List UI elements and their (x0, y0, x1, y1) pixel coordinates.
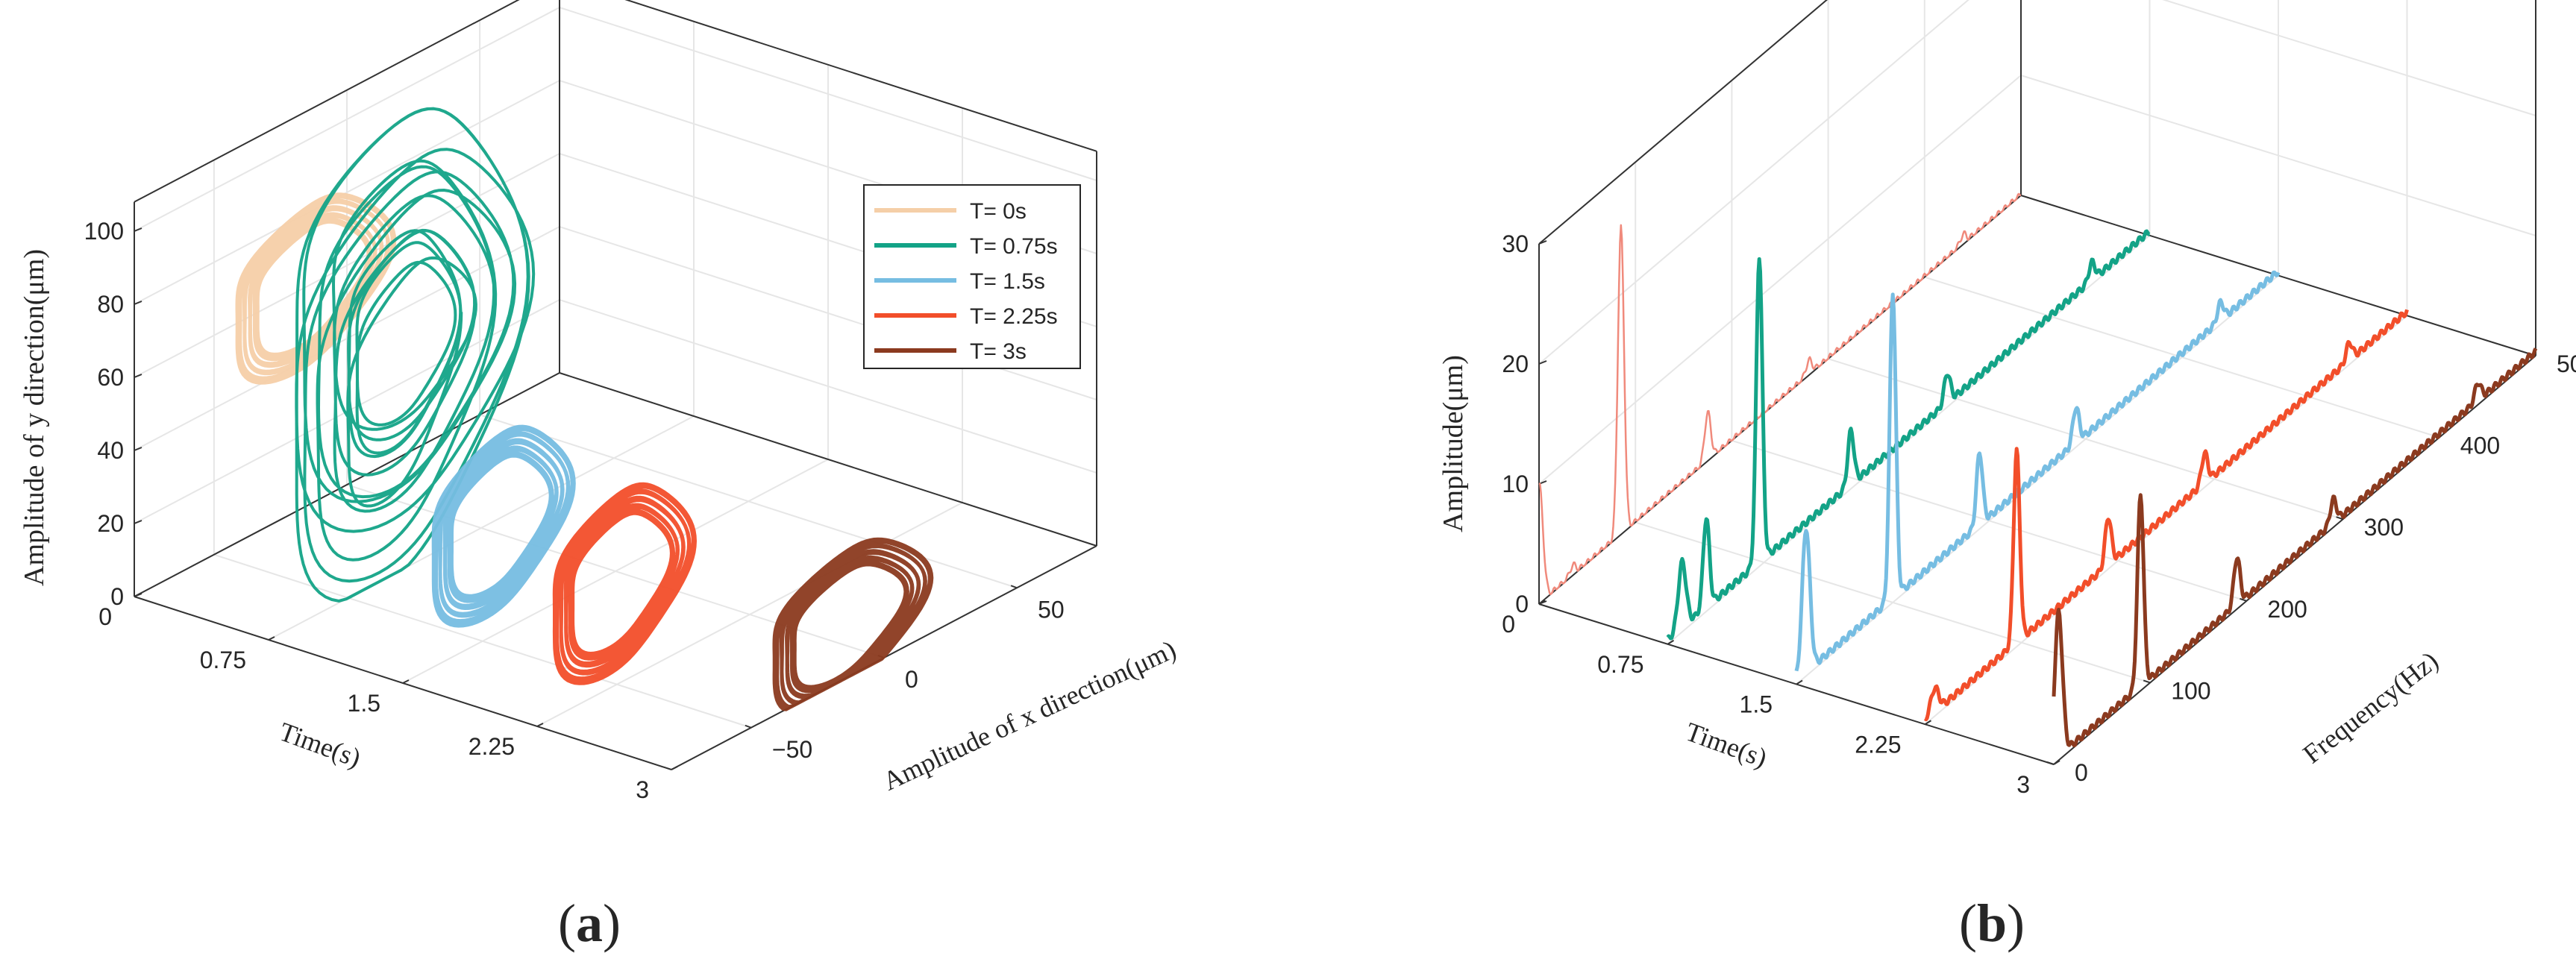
time-tick-label: 3 (2016, 771, 2030, 798)
time-tick-mark (402, 679, 410, 684)
orbit-series-line (772, 537, 934, 711)
time-tick-label: 1.5 (348, 690, 380, 717)
time-tick-label: 3 (636, 776, 649, 803)
legend-entry: T= 0s (970, 199, 1027, 224)
time-tick-mark (1924, 720, 1932, 726)
x-tick-label: 0 (905, 666, 918, 693)
z-tick-mark (134, 520, 142, 524)
time-tick-mark (671, 766, 678, 770)
legend-entry: T= 2.25s (970, 304, 1058, 329)
freq-tick-mark (2143, 679, 2151, 684)
orbit-series-line (431, 424, 576, 628)
z-tick-label: 0 (110, 583, 124, 610)
grid-line-freq (1923, 0, 2440, 438)
axes-box-edge (2053, 355, 2536, 765)
orbit-series-line (552, 482, 697, 685)
spectrum-series-line (1538, 192, 2022, 596)
time-tick-label: 0 (1502, 611, 1515, 638)
spectrum-series-line (1666, 229, 2151, 641)
z-tick-mark (1538, 360, 1547, 365)
z-tick-label: 60 (97, 364, 124, 391)
time-tick-mark (2053, 760, 2061, 765)
time-tick-label: 0 (98, 603, 112, 630)
axes-box-edge (1538, 0, 1828, 245)
z-axis-label: Amplitude(μm) (1438, 355, 1469, 532)
time-tick-mark (134, 593, 141, 597)
time-axis-label: Time(s) (275, 717, 365, 773)
time-axis-label: Time(s) (1682, 717, 1771, 773)
time-tick-label: 2.25 (468, 733, 515, 760)
panel-b-label: (b) (1959, 893, 2025, 953)
time-tick-mark (536, 723, 544, 727)
spectrum-series-line (1923, 309, 2409, 722)
legend-entry: T= 3s (970, 339, 1027, 364)
freq-tick-mark (2240, 597, 2247, 602)
time-tick-mark (1796, 679, 1803, 685)
time-tick-label: 0.75 (200, 647, 246, 673)
z-tick-label: 20 (97, 510, 124, 537)
panel-b-plot: 010203000.751.52.2530100200300400500Ampl… (1438, 0, 2576, 798)
orbit-series-line (295, 107, 536, 603)
freq-tick-label: 500 (2557, 350, 2576, 377)
legend-box (863, 184, 1081, 369)
axes-box-edge (559, 372, 1097, 547)
x-tick-mark (745, 724, 752, 729)
z-tick-label: 80 (97, 291, 124, 318)
orbit-series-line (235, 192, 397, 385)
z-tick-label: 30 (1502, 230, 1529, 257)
z-tick-label: 10 (1502, 471, 1529, 497)
z-tick-mark (134, 301, 142, 305)
legend-entry: T= 1.5s (970, 269, 1045, 294)
freq-tick-label: 100 (2171, 677, 2210, 704)
freq-tick-label: 400 (2460, 433, 2500, 459)
freq-tick-mark (2336, 516, 2343, 521)
axes-box-edge (624, 0, 1097, 152)
grid-line-z (134, 371, 1097, 597)
freq-tick-label: 200 (2267, 596, 2307, 623)
panel-a-label: (a) (558, 893, 621, 953)
x-tick-label: −50 (772, 736, 812, 763)
legend-entry: T= 0.75s (970, 234, 1058, 259)
z-tick-mark (134, 447, 142, 451)
axes-box-edge (134, 0, 520, 203)
spectrum-series-line (1794, 270, 2281, 672)
z-axis-label: Amplitude of y direction(μm) (19, 249, 50, 586)
time-tick-label: 0.75 (1597, 651, 1643, 678)
time-tick-mark (1667, 639, 1675, 645)
time-tick-mark (1538, 600, 1546, 605)
z-tick-label: 0 (1515, 591, 1529, 617)
freq-tick-mark (2046, 761, 2055, 765)
panel-a-plot: 0 20 40 60 80 100 0 0.75 1.5 2.25 3 −50 0 50 Amplitude… (19, 0, 1180, 803)
grid-line-z (1538, 74, 2536, 485)
time-tick-label: 1.5 (1740, 691, 1773, 718)
grid-line-time (2053, 0, 2536, 765)
time-tick-mark (268, 636, 275, 641)
legend: T= 0s T= 0.75s T= 1.5s T= 2.25s T= 3s (863, 184, 1081, 369)
z-tick-label: 40 (97, 437, 124, 464)
z-tick-mark (1538, 240, 1547, 245)
z-tick-mark (134, 374, 142, 378)
x-tick-label: 50 (1038, 596, 1065, 623)
freq-tick-label: 300 (2364, 514, 2404, 541)
grid-line-z (1538, 194, 2536, 605)
freq-axis-label: Frequency(Hz) (2297, 646, 2443, 770)
z-tick-label: 100 (84, 218, 124, 245)
z-tick-mark (134, 227, 142, 232)
z-tick-label: 20 (1502, 350, 1529, 377)
grid-line-freq (1827, 0, 2343, 521)
grid-line-z (1538, 0, 1828, 245)
x-axis-label: Amplitude of x direction(μm) (878, 635, 1180, 796)
grid-line-time (1796, 0, 2279, 685)
x-tick-mark (1010, 585, 1018, 589)
freq-tick-label: 0 (2075, 759, 2088, 786)
time-tick-label: 2.25 (1855, 731, 1901, 758)
spectrum-series-line (2052, 348, 2538, 747)
grid-line-z (1538, 0, 2536, 365)
